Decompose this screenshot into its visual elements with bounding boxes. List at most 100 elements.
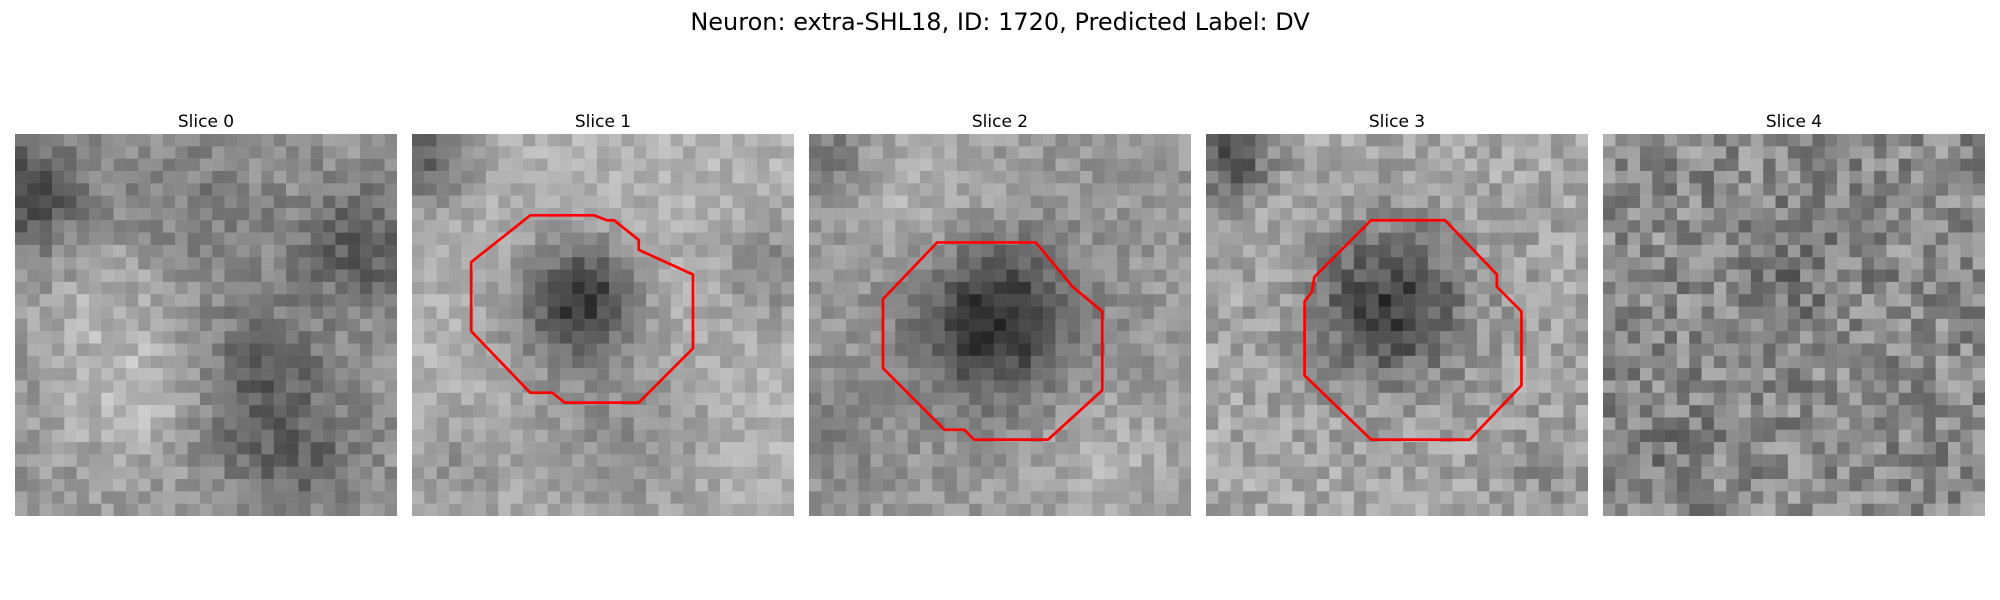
image-pixel	[1080, 170, 1093, 184]
image-pixel	[113, 269, 127, 283]
image-pixel	[1279, 220, 1293, 233]
image-pixel	[162, 331, 176, 344]
image-pixel	[744, 343, 758, 357]
image-pixel	[1403, 454, 1416, 467]
image-pixel	[1689, 491, 1702, 504]
image-pixel	[969, 479, 982, 492]
image-pixel	[286, 244, 299, 258]
image-pixel	[1477, 306, 1490, 320]
image-pixel	[1935, 380, 1949, 394]
image-pixel	[596, 195, 610, 209]
image-pixel	[1676, 331, 1690, 344]
image-pixel	[609, 146, 622, 159]
image-pixel	[1415, 306, 1429, 320]
image-pixel	[1615, 257, 1628, 270]
image-pixel	[1043, 183, 1056, 196]
image-pixel	[907, 232, 921, 246]
image-pixel	[547, 183, 561, 196]
image-pixel	[187, 195, 201, 209]
image-pixel	[1837, 368, 1850, 381]
image-pixel	[833, 294, 847, 307]
image-pixel	[1886, 232, 1899, 246]
image-pixel	[27, 232, 40, 246]
image-pixel	[347, 405, 361, 418]
image-pixel	[101, 368, 114, 381]
image-pixel	[1948, 281, 1961, 295]
image-pixel	[1652, 405, 1665, 418]
image-pixel	[323, 343, 336, 357]
image-pixel	[1603, 269, 1616, 283]
image-pixel	[224, 405, 238, 418]
image-pixel	[1664, 220, 1678, 233]
image-pixel	[1750, 454, 1764, 467]
image-pixel	[1166, 491, 1179, 504]
image-pixel	[27, 355, 40, 369]
image-pixel	[125, 442, 139, 455]
image-pixel	[372, 195, 385, 209]
image-pixel	[882, 479, 896, 492]
image-pixel	[39, 405, 53, 418]
image-pixel	[1935, 355, 1949, 369]
image-pixel	[51, 355, 65, 369]
image-pixel	[1812, 466, 1826, 480]
image-pixel	[833, 380, 847, 394]
image-pixel	[412, 454, 425, 467]
image-pixel	[609, 355, 622, 369]
image-pixel	[1849, 442, 1863, 455]
image-pixel	[15, 232, 28, 246]
image-pixel	[845, 232, 859, 246]
image-pixel	[1427, 491, 1441, 504]
image-pixel	[1366, 343, 1379, 357]
image-pixel	[1440, 442, 1453, 455]
image-pixel	[1911, 146, 1924, 159]
image-pixel	[360, 466, 373, 480]
image-pixel	[39, 207, 53, 221]
image-pixel	[1242, 442, 1256, 455]
image-pixel	[1055, 318, 1069, 332]
image-pixel	[744, 429, 758, 443]
image-pixel	[1738, 331, 1752, 344]
image-pixel	[559, 232, 573, 246]
image-pixel	[1726, 491, 1739, 504]
image-pixel	[1255, 466, 1268, 480]
image-pixel	[1526, 294, 1539, 307]
image-pixel	[858, 442, 871, 455]
image-pixel	[1972, 158, 1985, 172]
image-pixel	[39, 318, 53, 332]
image-pixel	[707, 331, 721, 344]
image-pixel	[956, 503, 970, 516]
image-pixel	[212, 257, 225, 270]
image-pixel	[138, 405, 151, 418]
image-pixel	[821, 207, 834, 221]
image-pixel	[1639, 429, 1653, 443]
image-pixel	[1018, 479, 1032, 492]
image-pixel	[101, 294, 114, 307]
slice-panel-3: Slice 3	[1206, 110, 1588, 516]
image-pixel	[1316, 466, 1330, 480]
image-pixel	[870, 417, 884, 430]
image-pixel	[1403, 355, 1416, 369]
image-pixel	[412, 257, 425, 270]
image-pixel	[609, 503, 622, 516]
image-pixel	[473, 491, 487, 504]
image-pixel	[175, 442, 188, 455]
image-pixel	[895, 195, 908, 209]
image-pixel	[1452, 306, 1466, 320]
image-pixel	[1154, 158, 1167, 172]
image-pixel	[424, 294, 437, 307]
image-pixel	[1837, 158, 1850, 172]
image-pixel	[1117, 355, 1130, 369]
image-pixel	[596, 380, 610, 394]
image-pixel	[1861, 232, 1875, 246]
image-pixel	[870, 257, 884, 270]
image-pixel	[882, 158, 896, 172]
image-pixel	[1141, 392, 1155, 406]
image-pixel	[372, 343, 385, 357]
image-pixel	[412, 491, 425, 504]
image-pixel	[436, 417, 450, 430]
image-pixel	[1701, 207, 1715, 221]
image-pixel	[101, 466, 114, 480]
image-pixel	[510, 491, 524, 504]
image-pixel	[1911, 405, 1924, 418]
image-pixel	[1886, 170, 1899, 184]
